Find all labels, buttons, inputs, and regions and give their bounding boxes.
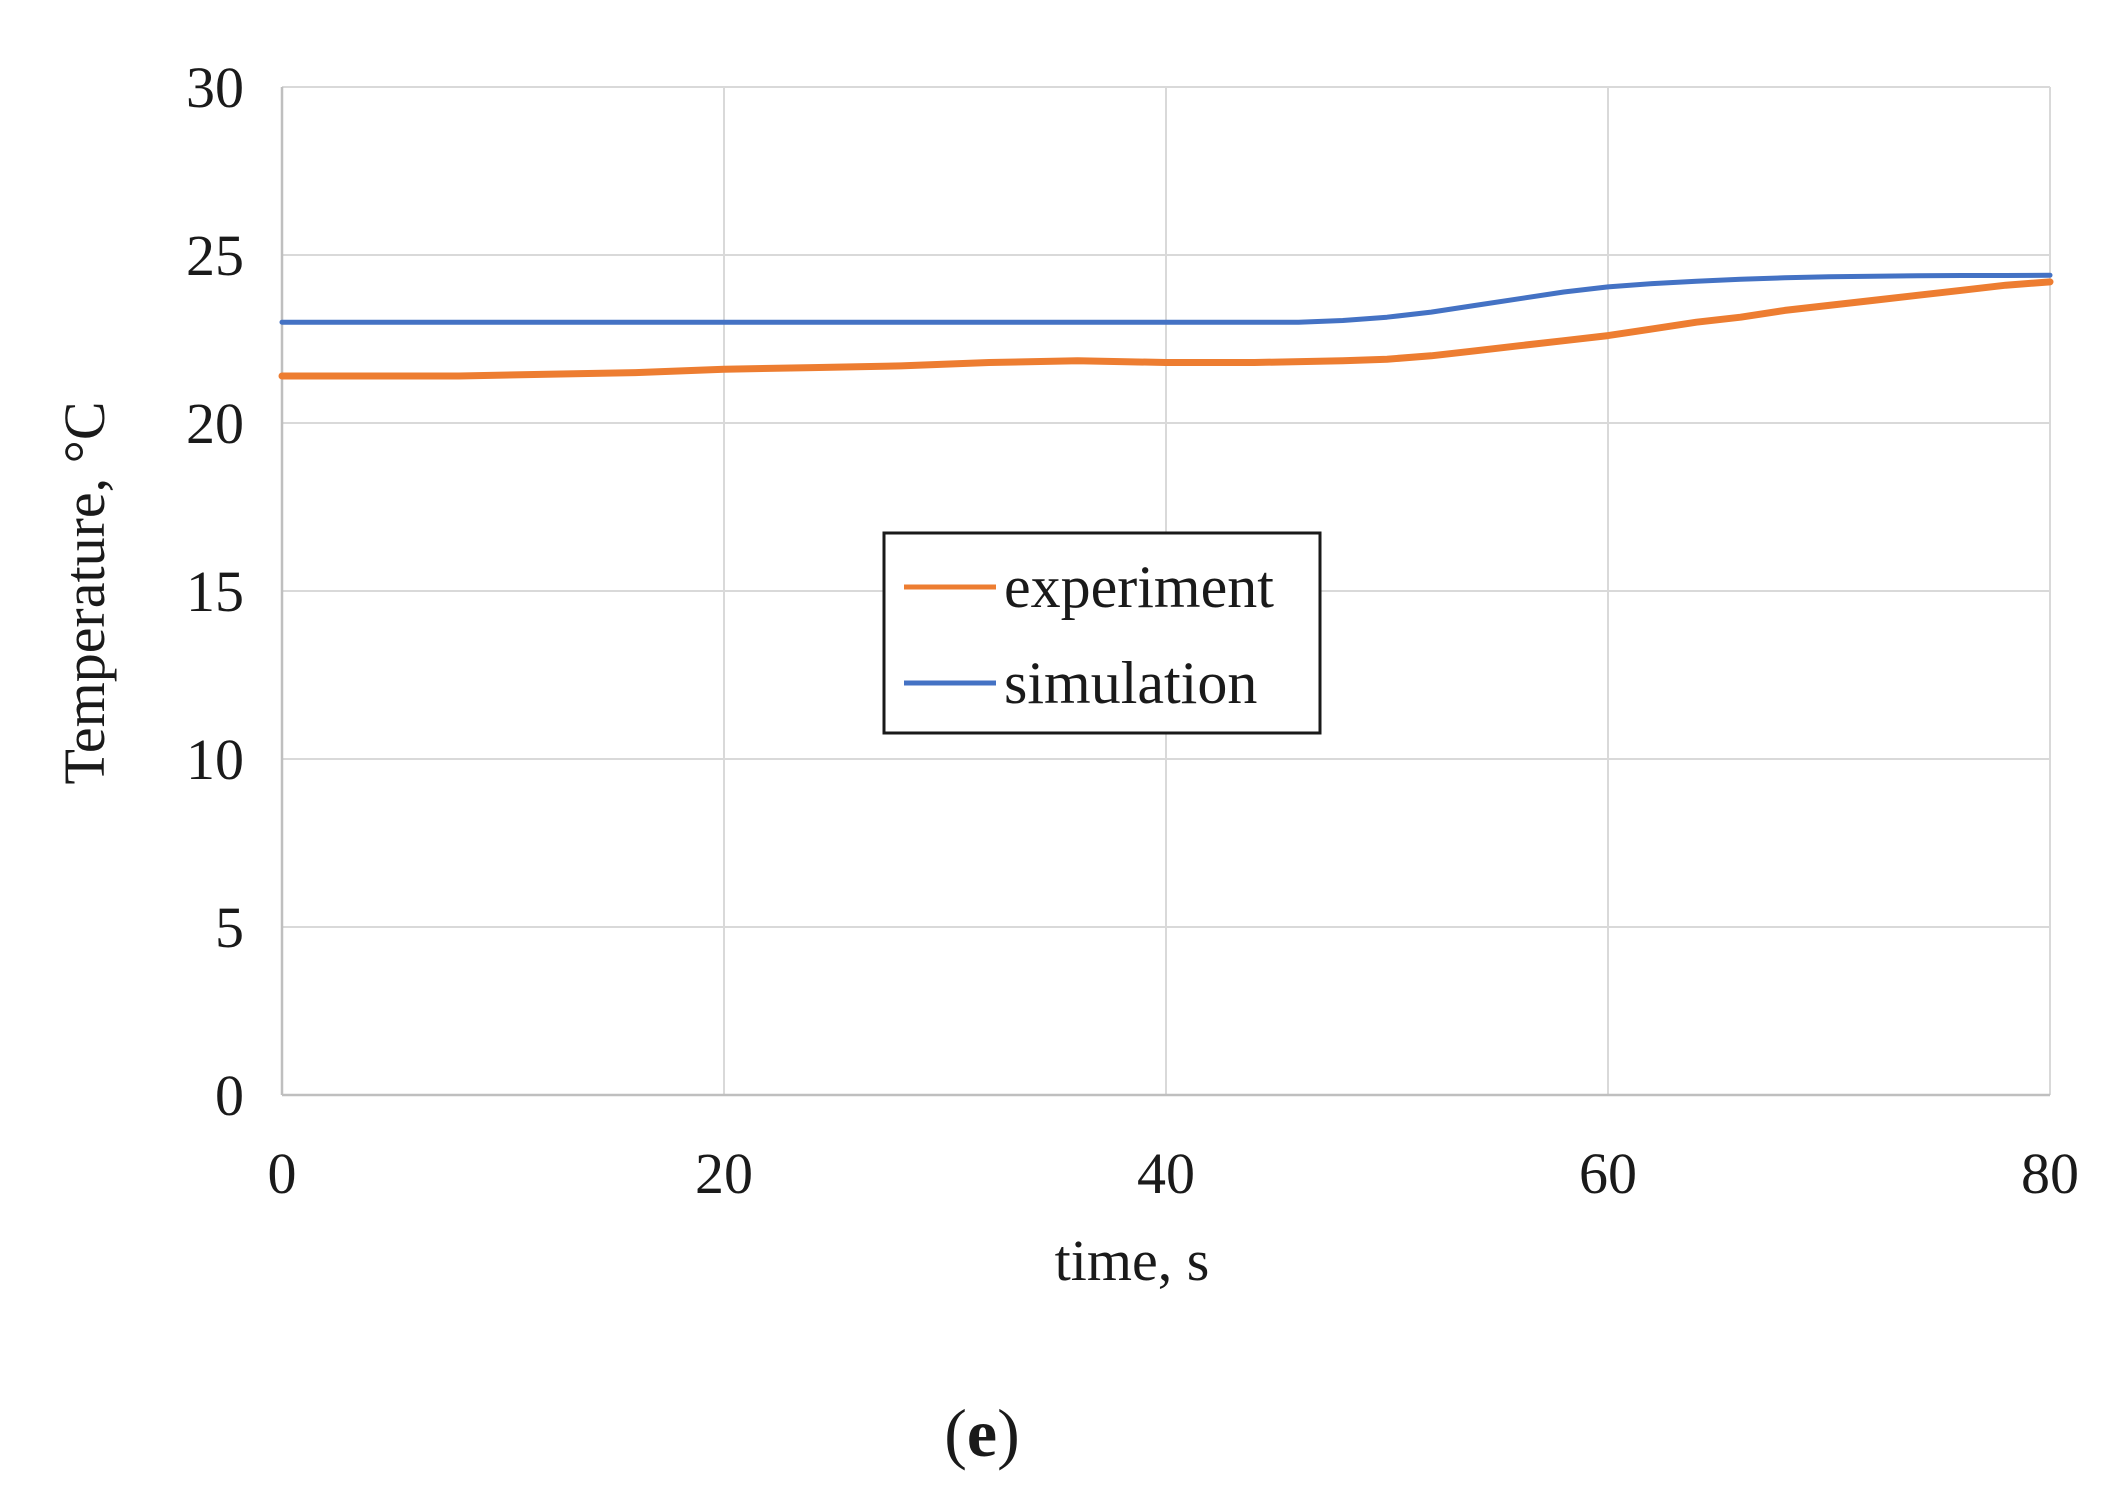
y-tick-label-5: 5 <box>215 895 244 960</box>
panel-label-close: ) <box>997 1395 1020 1471</box>
x-tick-label-40: 40 <box>1137 1141 1195 1206</box>
x-tick-label-60: 60 <box>1579 1141 1637 1206</box>
legend-box <box>882 531 1322 735</box>
y-tick-label-0: 0 <box>215 1063 244 1128</box>
x-tick-label-20: 20 <box>695 1141 753 1206</box>
legend-label-experiment: experiment <box>1004 554 1274 620</box>
panel-label: (e) <box>944 1395 1020 1471</box>
data-series <box>278 272 2054 380</box>
panel-label-letter: e <box>967 1395 997 1471</box>
y-tick-label-20: 20 <box>186 391 244 456</box>
series-line-experiment <box>278 278 2054 380</box>
y-tick-label-30: 30 <box>186 55 244 120</box>
y-tick-label-10: 10 <box>186 727 244 792</box>
x-tick-label-0: 0 <box>268 1141 297 1206</box>
legend: experiment simulation <box>882 531 1322 735</box>
panel-label-open: ( <box>944 1395 967 1471</box>
y-axis-title: Temperature, °C <box>52 401 117 784</box>
x-tick-label-80: 80 <box>2021 1141 2079 1206</box>
y-tick-label-15: 15 <box>186 559 244 624</box>
legend-label-simulation: simulation <box>1004 650 1257 716</box>
series-line-simulation <box>279 272 2053 325</box>
axes: 0 5 10 15 20 25 30 0 20 40 60 80 <box>186 55 2079 1206</box>
y-tick-label-25: 25 <box>186 223 244 288</box>
x-axis-title: time, s <box>1055 1228 1210 1293</box>
